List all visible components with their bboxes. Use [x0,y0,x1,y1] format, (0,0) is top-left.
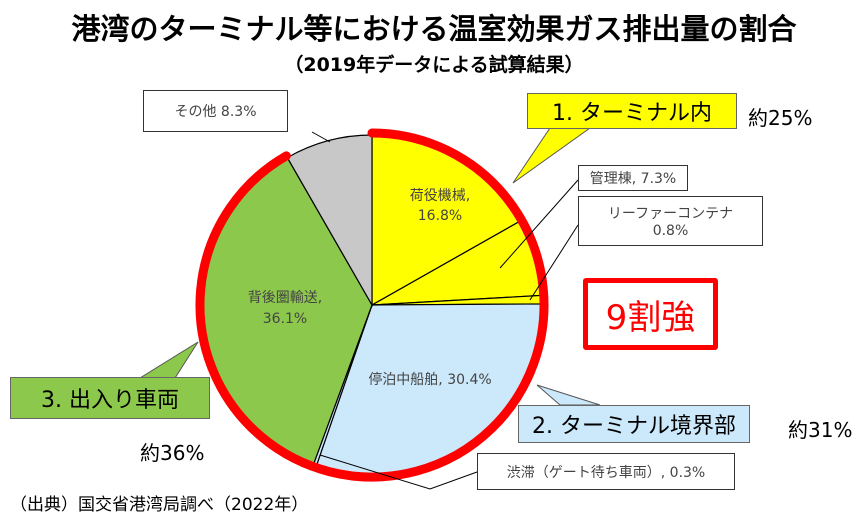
label-sonota: その他 8.3% [143,90,288,132]
group-pct-vehicles: 約36% [140,441,205,465]
leader-kanri [499,179,579,269]
group-label-boundary: 2. ターミナル境界部 [518,405,750,443]
source-note: （出典）国交省港湾局調べ（2022年） [10,495,309,515]
leader-jutai [319,454,478,490]
label-jutai: 渋滞（ゲート待ち車両）, 0.3% [477,453,735,490]
leader-sonota [311,131,331,143]
slice-label-teihaku: 停泊中船舶, 30.4% [368,371,491,388]
chart-subtitle: （2019年データによる試算結果） [284,54,584,76]
slice-label-haigo: 背後圏輸送, [248,290,322,306]
group-label-terminal: 1. ターミナル内 [527,93,737,129]
callout-pointer-g3 [138,341,199,379]
highlight-ring [195,128,549,482]
group-label-vehicles: 3. 出入り車両 [10,377,210,419]
label-reefer-pct: 0.8% [652,223,689,239]
label-kanri: 管理棟, 7.3% [578,165,688,191]
chart-title: 港湾のターミナル等における温室効果ガス排出量の割合 [71,12,797,46]
highlight-label: 9割強 [583,278,718,350]
group-pct-boundary: 約31% [788,418,853,442]
group-pct-terminal: 約25% [748,106,813,130]
slice-pct-haigo: 36.1% [263,311,307,327]
slice-pct-niyaku: 16.8% [418,208,462,224]
slice-label-niyaku: 荷役機械, [410,188,470,204]
callout-pointer-g2 [536,384,601,406]
label-reefer: リーファーコンテナ 0.8% [578,196,763,246]
leader-reefer [529,224,579,301]
label-reefer-name: リーファーコンテナ [607,206,734,222]
